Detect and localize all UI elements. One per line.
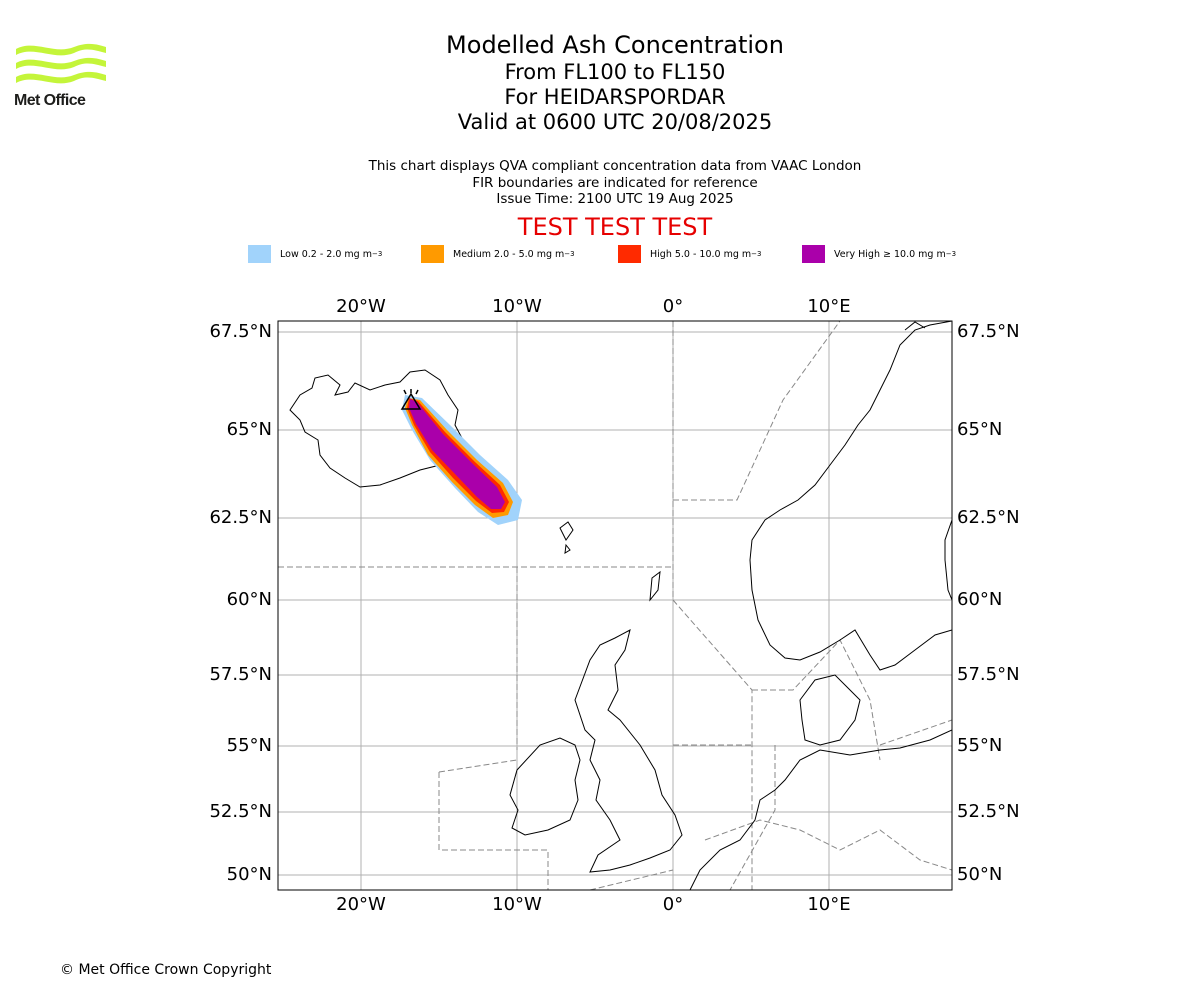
legend-swatch-low bbox=[248, 245, 271, 263]
legend-unit-high: −3 bbox=[751, 250, 762, 258]
iceland-coast bbox=[289, 369, 464, 488]
lon-tick-top: 20°W bbox=[336, 296, 386, 317]
legend-swatch-medium bbox=[421, 245, 444, 263]
legend-label-very-high: Very High ≥ 10.0 mg m bbox=[834, 248, 946, 260]
lat-tick-left: 50°N bbox=[227, 864, 272, 885]
lat-tick-left: 57.5°N bbox=[209, 664, 272, 685]
chart-notes: This chart displays QVA compliant concen… bbox=[315, 158, 915, 208]
legend-unit-medium: −3 bbox=[564, 250, 575, 258]
note-line-1: This chart displays QVA compliant concen… bbox=[368, 158, 862, 174]
note-line-3: Issue Time: 2100 UTC 19 Aug 2025 bbox=[496, 191, 734, 207]
plume-very-high bbox=[409, 399, 505, 509]
chart-title: Modelled Ash Concentration bbox=[446, 31, 784, 59]
lat-tick-right: 57.5°N bbox=[957, 664, 1020, 685]
legend-item-low: Low 0.2 - 2.0 mg m −3 bbox=[248, 244, 382, 264]
lat-tick-left: 52.5°N bbox=[209, 801, 272, 822]
note-line-2: FIR boundaries are indicated for referen… bbox=[472, 174, 758, 191]
ash-plume bbox=[402, 395, 522, 525]
graticule bbox=[278, 321, 952, 890]
ireland-coast bbox=[509, 737, 581, 836]
flight-level-range: From FL100 to FL150 bbox=[504, 60, 726, 84]
lat-tick-left: 55°N bbox=[227, 735, 272, 756]
lat-tick-right: 52.5°N bbox=[957, 801, 1020, 822]
legend-label-medium: Medium 2.0 - 5.0 mg m bbox=[453, 248, 565, 260]
lon-tick-bottom: 10°W bbox=[492, 894, 542, 915]
chart-titles: Modelled Ash Concentration From FL100 to… bbox=[315, 30, 915, 135]
continent-coast bbox=[689, 729, 952, 890]
volcano-name: For HEIDARSPORDAR bbox=[504, 85, 726, 109]
legend-item-medium: Medium 2.0 - 5.0 mg m −3 bbox=[421, 244, 575, 264]
lat-tick-left: 67.5°N bbox=[209, 321, 272, 342]
lat-tick-right: 62.5°N bbox=[957, 507, 1020, 528]
met-office-logo-icon bbox=[16, 43, 106, 84]
shetland-coast bbox=[649, 570, 661, 602]
coastlines bbox=[289, 321, 952, 890]
lat-tick-right: 65°N bbox=[957, 419, 1002, 440]
legend-item-very-high: Very High ≥ 10.0 mg m −3 bbox=[802, 244, 956, 264]
denmark-coast bbox=[799, 674, 861, 746]
test-banner: TEST TEST TEST bbox=[517, 213, 713, 241]
fir-boundaries bbox=[278, 321, 952, 890]
lat-tick-left: 60°N bbox=[227, 589, 272, 610]
legend-label-low: Low 0.2 - 2.0 mg m bbox=[280, 248, 372, 260]
faroe-coast bbox=[559, 521, 574, 541]
lat-tick-left: 62.5°N bbox=[209, 507, 272, 528]
legend-unit-very-high: −3 bbox=[945, 250, 957, 258]
lat-tick-right: 67.5°N bbox=[957, 321, 1020, 342]
lat-tick-right: 55°N bbox=[957, 735, 1002, 756]
lon-tick-bottom: 0° bbox=[663, 894, 683, 915]
lat-tick-right: 50°N bbox=[957, 864, 1002, 885]
lon-tick-top: 0° bbox=[663, 296, 683, 317]
legend-swatch-high bbox=[618, 245, 641, 263]
legend-item-high: High 5.0 - 10.0 mg m −3 bbox=[618, 244, 762, 264]
sweden-east-coast bbox=[944, 519, 952, 601]
lat-tick-left: 65°N bbox=[227, 419, 272, 440]
great-britain-coast bbox=[574, 629, 683, 873]
lon-tick-top: 10°W bbox=[492, 296, 542, 317]
scandinavia-coast bbox=[749, 321, 952, 671]
valid-time: Valid at 0600 UTC 20/08/2025 bbox=[457, 110, 773, 134]
legend-swatch-very-high bbox=[802, 245, 825, 263]
map-frame bbox=[277, 320, 953, 891]
logo-text: Met Office bbox=[14, 92, 86, 109]
legend-unit-low: −3 bbox=[372, 250, 383, 258]
lon-tick-top: 10°E bbox=[807, 296, 850, 317]
lon-tick-bottom: 20°W bbox=[336, 894, 386, 915]
legend-label-high: High 5.0 - 10.0 mg m bbox=[650, 248, 752, 260]
lon-tick-bottom: 10°E bbox=[807, 894, 850, 915]
copyright-notice: © Met Office Crown Copyright bbox=[60, 962, 272, 978]
lat-tick-right: 60°N bbox=[957, 589, 1002, 610]
volcano-marker-icon bbox=[400, 389, 422, 410]
